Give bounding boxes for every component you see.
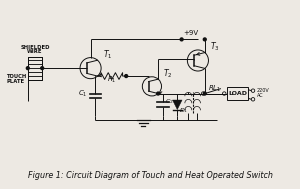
Text: +9V: +9V: [184, 29, 199, 36]
Circle shape: [157, 92, 160, 95]
Polygon shape: [172, 100, 182, 110]
Circle shape: [203, 38, 206, 41]
Text: $RL_1$: $RL_1$: [208, 84, 221, 94]
Text: $C_1$: $C_1$: [78, 89, 88, 99]
Text: $C_2$: $C_2$: [165, 97, 174, 106]
Text: $T_3$: $T_3$: [210, 41, 220, 53]
Text: TOUCH: TOUCH: [6, 74, 26, 79]
Text: AC: AC: [257, 93, 263, 98]
Circle shape: [125, 75, 128, 77]
Text: WIRE: WIRE: [27, 49, 43, 54]
Text: PLATE: PLATE: [7, 78, 25, 84]
Circle shape: [41, 67, 44, 70]
Text: $D_1$: $D_1$: [179, 106, 188, 115]
Circle shape: [26, 67, 29, 70]
Text: 220V: 220V: [257, 88, 270, 93]
Text: Figure 1: Circuit Diagram of Touch and Heat Operated Switch: Figure 1: Circuit Diagram of Touch and H…: [28, 171, 272, 180]
Text: $R_1$: $R_1$: [107, 75, 117, 85]
Circle shape: [203, 92, 206, 95]
Bar: [227, 87, 248, 100]
Bar: [28, 57, 42, 80]
Text: SHIELDED: SHIELDED: [20, 45, 50, 50]
Text: $T_1$: $T_1$: [103, 49, 112, 61]
Text: LOAD: LOAD: [228, 91, 247, 96]
Text: $T_2$: $T_2$: [164, 68, 173, 80]
Bar: [28, 57, 42, 80]
Circle shape: [180, 38, 183, 41]
